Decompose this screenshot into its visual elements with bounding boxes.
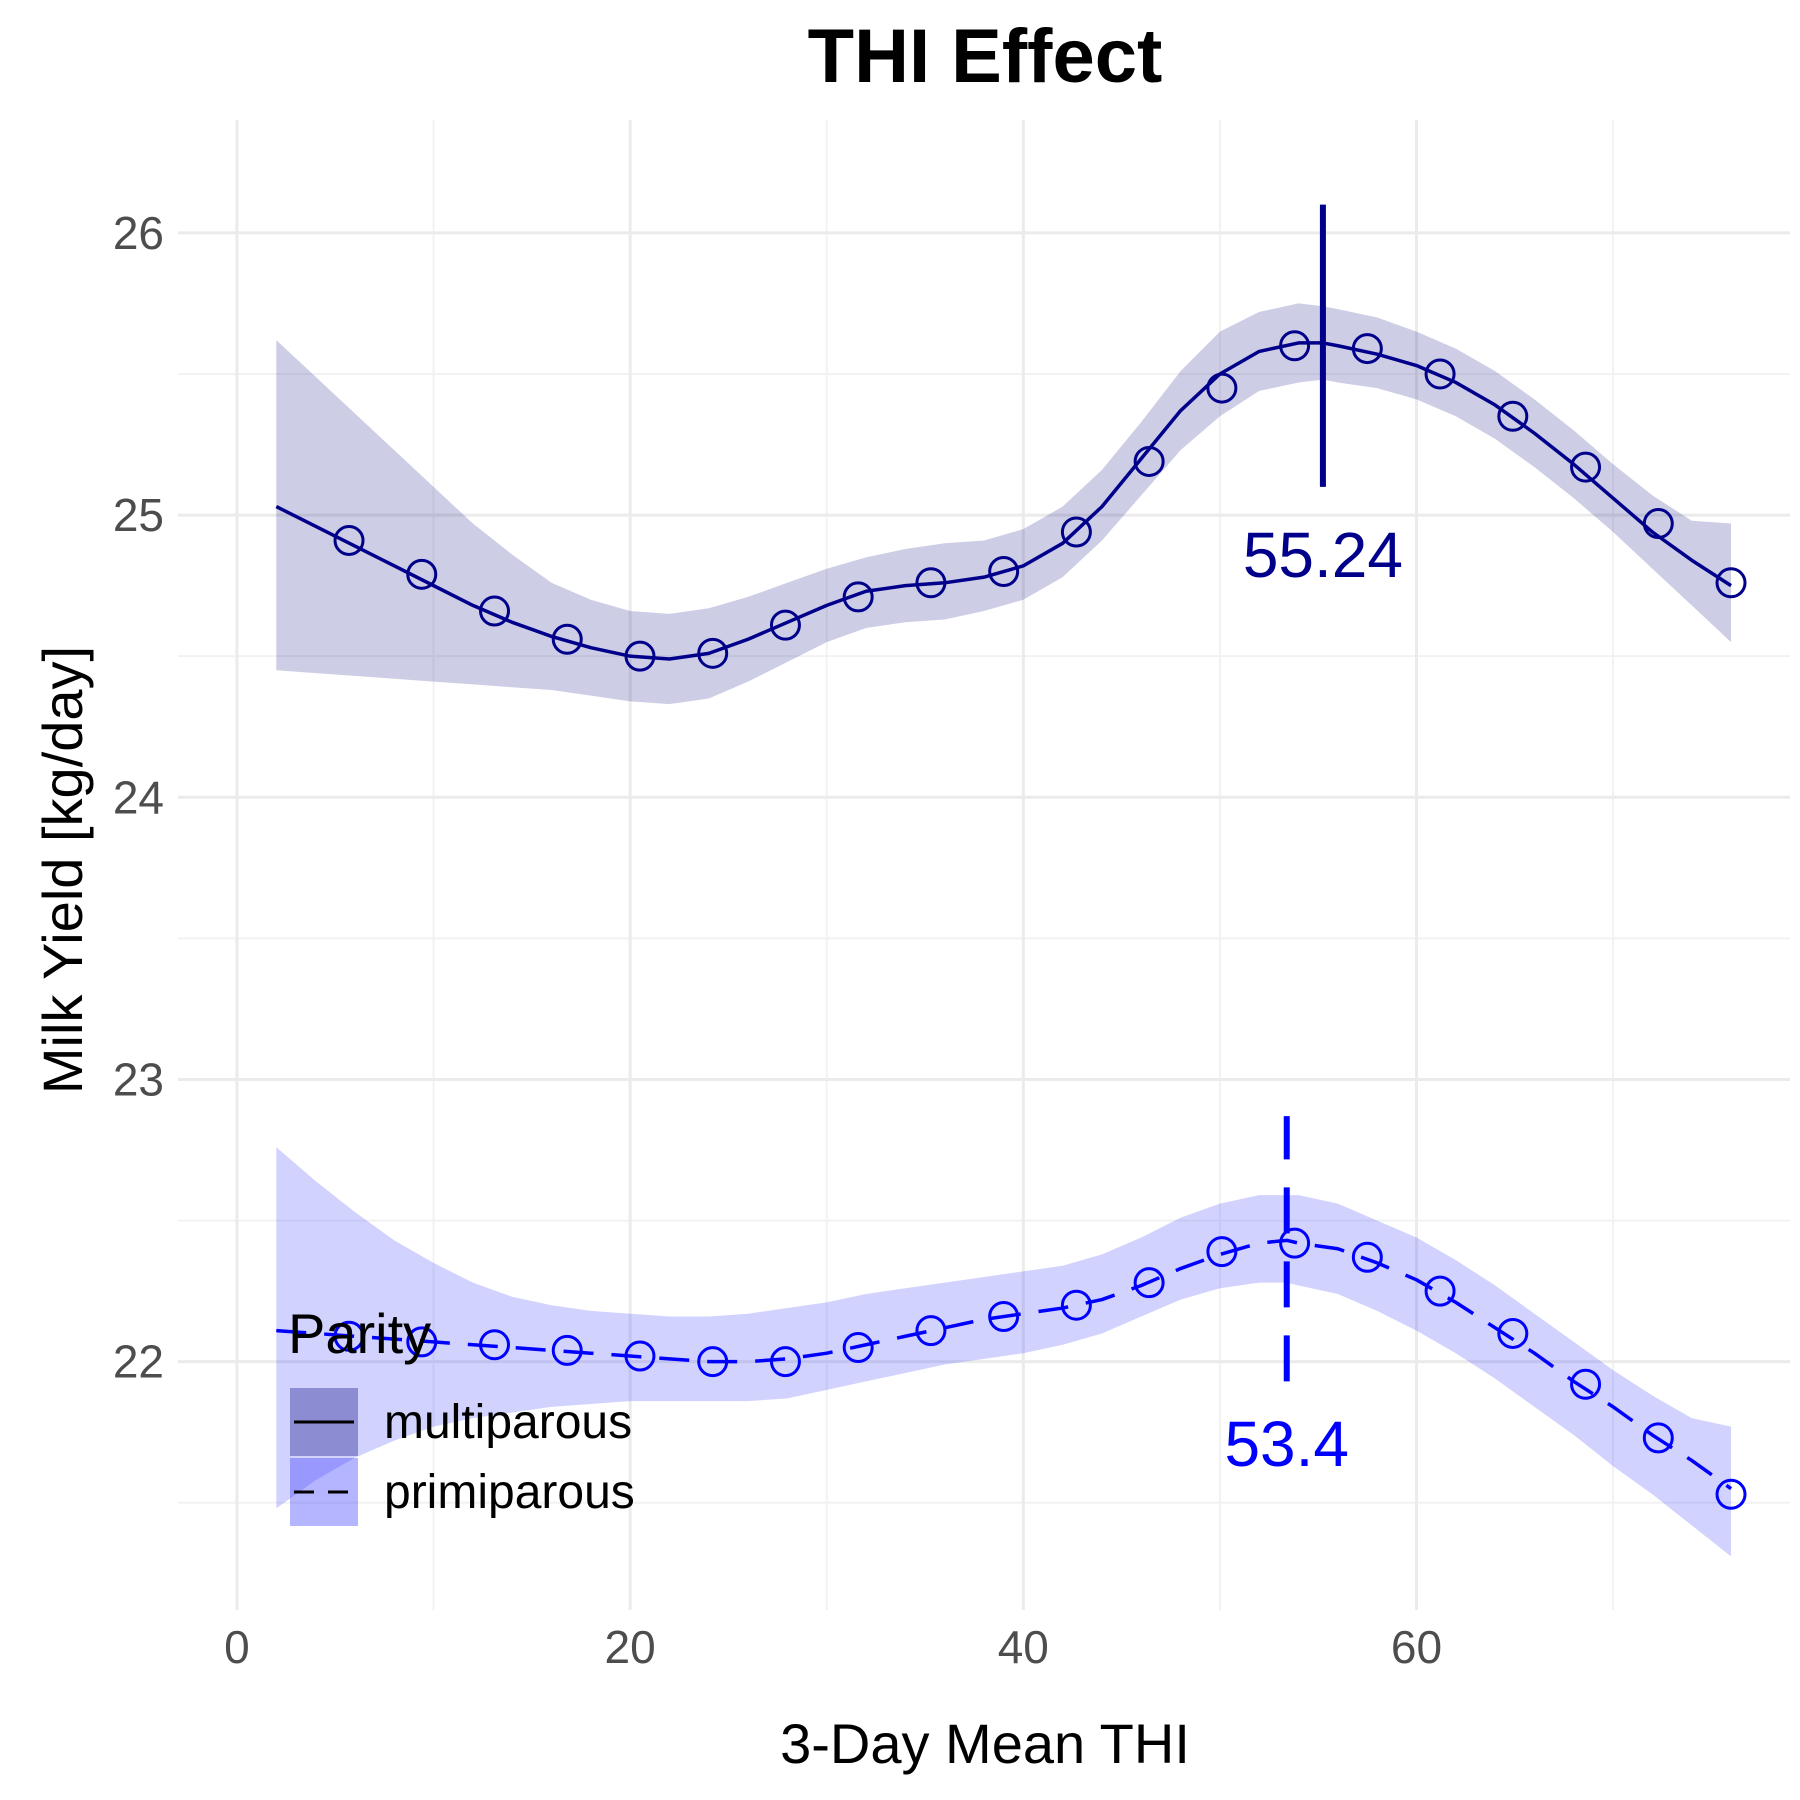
data-point-multiparous [1279,330,1311,362]
data-point-multiparous [1570,451,1602,483]
confidence-bands [276,303,1732,1557]
x-tick-label: 60 [1391,1621,1442,1673]
chart-title: THI Effect [808,14,1163,99]
data-point-primiparous [1570,1368,1602,1400]
series-points [333,330,1747,1510]
legend-title: Parity [288,1302,431,1365]
x-axis-title: 3-Day Mean THI [780,1712,1190,1775]
data-point-primiparous [1715,1478,1747,1510]
data-point-multiparous [842,581,874,613]
data-point-multiparous [769,609,801,641]
data-point-multiparous [406,558,438,590]
data-point-primiparous [1642,1422,1674,1454]
data-point-multiparous [697,637,729,669]
data-point-multiparous [1206,372,1238,404]
grid-minor [178,120,1790,1610]
data-point-primiparous [769,1346,801,1378]
data-point-primiparous [624,1340,656,1372]
y-tick-label: 23 [113,1053,164,1105]
y-tick-label: 26 [113,207,164,259]
data-point-primiparous [1060,1289,1092,1321]
grid-major [178,120,1790,1610]
data-point-primiparous [1497,1317,1529,1349]
peak-labels: 55.24 53.4 [1224,519,1403,1480]
data-point-primiparous [1206,1236,1238,1268]
confidence-band-multiparous [276,303,1732,705]
data-point-multiparous [915,567,947,599]
x-tick-label: 0 [224,1621,250,1673]
data-point-multiparous [1497,400,1529,432]
y-tick-label: 24 [113,771,164,823]
data-point-multiparous [1424,358,1456,390]
x-tick-label: 20 [605,1621,656,1673]
data-point-primiparous [1351,1241,1383,1273]
data-point-primiparous [1133,1267,1165,1299]
data-point-multiparous [624,640,656,672]
y-tick-label: 22 [113,1336,164,1388]
data-point-multiparous [1642,508,1674,540]
x-tick-label: 40 [998,1621,1049,1673]
x-tick-labels: 0 20 40 60 [224,1621,1442,1673]
data-point-multiparous [551,623,583,655]
series-line-primiparous [276,1238,1733,1491]
confidence-band-primiparous [276,1147,1732,1557]
series-lines [275,341,1733,1491]
data-point-multiparous [1133,445,1165,477]
data-point-primiparous [1279,1227,1311,1259]
peak-label-multiparous: 55.24 [1243,519,1403,591]
y-tick-labels: 22 23 24 25 26 [113,207,164,1388]
y-tick-label: 25 [113,489,164,541]
series-line-multiparous [275,341,1732,661]
y-axis-title: Milk Yield [kg/day] [31,646,94,1094]
data-point-multiparous [1060,516,1092,548]
data-point-primiparous [479,1329,511,1361]
data-point-primiparous [1424,1275,1456,1307]
data-point-primiparous [915,1315,947,1347]
peak-markers [1283,204,1326,1382]
data-point-primiparous [988,1301,1020,1333]
data-point-primiparous [333,1320,365,1352]
data-point-primiparous [697,1346,729,1378]
data-point-multiparous [1715,567,1747,599]
data-point-multiparous [1351,333,1383,365]
data-point-primiparous [842,1332,874,1364]
data-point-multiparous [988,556,1020,588]
data-point-multiparous [333,524,365,556]
peak-label-primiparous: 53.4 [1224,1408,1349,1480]
legend-label-primiparous: primiparous [384,1466,635,1519]
legend: Parity multiparous primiparous [288,1302,635,1526]
data-point-primiparous [406,1326,438,1358]
legend-label-multiparous: multiparous [384,1396,632,1449]
data-point-multiparous [479,595,511,627]
data-point-primiparous [551,1334,583,1366]
